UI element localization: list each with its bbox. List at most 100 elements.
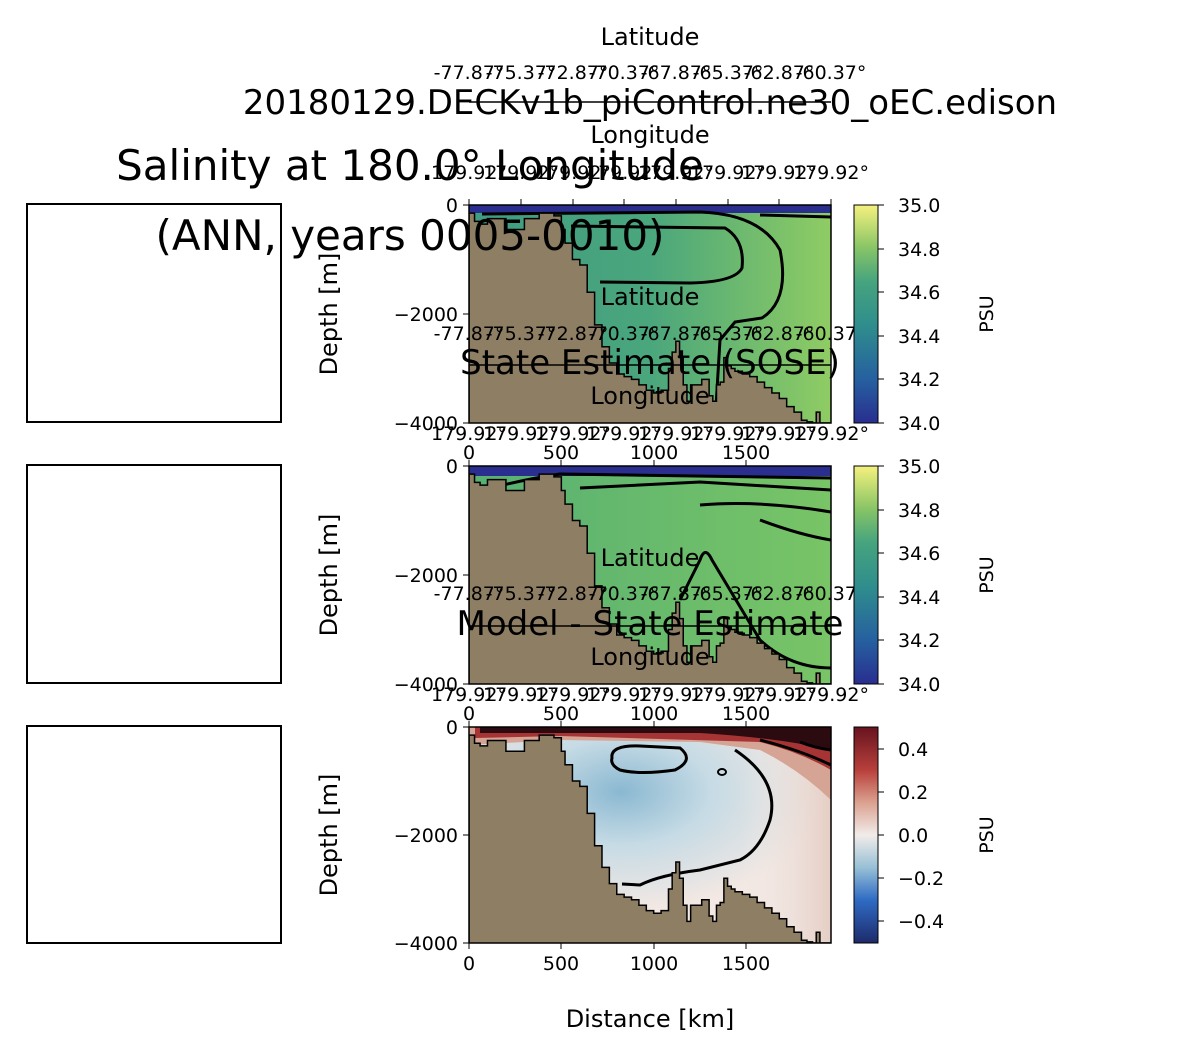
y-tick-label: −2000 [394,565,458,587]
colorbar-label: PSU [976,816,998,853]
lat-tick-label: -60.37° [796,583,867,605]
lon-tick-label: 179.92° [741,684,817,706]
sose-fresh-surface [469,466,831,476]
main-title-period: (ANN, years 0005-0010) [156,211,665,260]
sose-contour [699,502,831,514]
colorbar-tick: 34.0 [898,674,940,696]
lat-lon-axes-3: 179.92° 179.92° 179.92° 179.92° 179.92° … [431,544,869,706]
x-tick-label: 500 [543,442,579,464]
lon-tick-label: 179.92° [741,423,817,445]
y-axis-label: Depth [m] [315,514,343,637]
y-tick-label: −4000 [394,933,458,955]
lon-tick-label: 179.92° [483,684,559,706]
lat-tick-label: -70.37° [589,62,660,84]
x-tick-label: 0 [463,703,475,725]
lon-tick-label: 179.92° [638,684,714,706]
y-tick-label: 0 [446,195,458,217]
lat-tick-label: -62.87° [744,583,815,605]
diff-surface-band [469,727,831,800]
x-tick-label: 1000 [630,953,678,975]
lat-tick-label: -67.87° [641,583,712,605]
lat-lon-axes-1: 179.92° 179.92° 179.92° 179.92° 179.92° … [431,23,869,205]
diff-contour [717,768,727,776]
lat-tick-label: -72.87° [538,323,609,345]
bathymetry-sose [469,473,831,684]
colorbar-label: PSU [976,295,998,332]
colorbar-tick: 34.2 [898,369,940,391]
x-tick-label: 1000 [630,703,678,725]
colorbar-tick: 34.6 [898,543,940,565]
lon-tick-label: 179.92° [638,423,714,445]
lat-tick-label: -65.37° [693,323,764,345]
colorbar-bar [853,204,879,424]
colorbar-tick: 34.6 [898,282,940,304]
panel-sose [469,466,831,684]
lon-tick-label: 179.92° [690,423,766,445]
lat-tick-label: -72.87° [538,62,609,84]
diff-contour [610,744,688,774]
lon-axis-label: Longitude [590,382,709,410]
y-tick-label: −4000 [394,413,458,435]
lon-axis-label: Longitude [590,121,709,149]
lon-tick-label: 179.92° [586,423,662,445]
colorbar-tick: 34.8 [898,500,940,522]
model-fresh-surface [469,205,831,213]
panel-model [469,205,831,423]
x-tick-label: 0 [463,953,475,975]
lon-tick-label: 179.92° [690,162,766,184]
sose-contour [579,480,831,492]
bathymetry-model [469,212,831,423]
colorbar-tick: 35.0 [898,456,940,478]
colorbar-tick: 0.4 [898,739,928,761]
lon-tick-label: 179.92° [741,162,817,184]
lat-tick-label: -62.87° [744,62,815,84]
colorbar-tick: 34.4 [898,587,940,609]
colorbar-tick: 35.0 [898,195,940,217]
lon-axis-label: Longitude [590,643,709,671]
colorbar-difference: 0.4 0.2 0.0 −0.2 −0.4 PSU [853,726,998,944]
diff-surface-band [480,727,831,750]
diff-contour [799,740,831,752]
bathymetry-difference [469,734,831,943]
y-tick-label: −4000 [394,674,458,696]
colorbar-model: 35.0 34.8 34.6 34.4 34.2 34.0 PSU [853,195,998,435]
lat-tick-label: -67.87° [641,323,712,345]
colorbar-label: PSU [976,556,998,593]
x-axis-distance-2: 0 500 1000 1500 [463,442,770,466]
panel-title-sose: State Estimate (SOSE) [460,343,840,383]
lat-tick-label: -67.87° [641,62,712,84]
lon-tick-label: 179.92° [793,423,869,445]
left-inset-3 [26,725,282,944]
sose-contour [678,551,831,670]
y-axis-label: Depth [m] [315,253,343,376]
lon-tick-label: 179.92° [793,684,869,706]
lon-tick-label: 179.92° [535,684,611,706]
colorbar-tick: 34.8 [898,239,940,261]
x-axis-distance-bottom: 0 500 1000 1500 [463,943,770,975]
y-tick-label: 0 [446,717,458,739]
left-inset-2 [26,464,282,684]
diff-contour [759,738,831,767]
model-contour [481,210,785,423]
lat-tick-label: -65.37° [693,583,764,605]
lat-tick-label: -77.87° [434,323,505,345]
colorbar-bar [853,465,879,685]
diff-surface-band [475,727,831,770]
lon-tick-label: 179.92° [483,423,559,445]
lat-tick-label: -62.87° [744,323,815,345]
run-title: 20180129.DECKv1b_piControl.ne30_oEC.edis… [243,83,1057,123]
x-tick-label: 1000 [630,442,678,464]
colorbar-sose: 35.0 34.8 34.6 34.4 34.2 34.0 PSU [853,456,998,696]
lon-tick-label: 179.92° [586,162,662,184]
lat-axis-label: Latitude [601,544,700,572]
lon-tick-label: 179.92° [431,162,507,184]
panel-difference [469,727,831,943]
lon-tick-label: 179.92° [690,684,766,706]
y-tick-label: −2000 [394,304,458,326]
lat-lon-axes-2: 179.92° 179.92° 179.92° 179.92° 179.92° … [431,283,869,445]
model-contour [570,224,744,285]
main-title: Salinity at 180.0° Longitude [116,141,704,190]
lat-tick-label: -65.37° [693,62,764,84]
lon-tick-label: 179.92° [431,423,507,445]
colorbar-tick: 0.2 [898,782,928,804]
